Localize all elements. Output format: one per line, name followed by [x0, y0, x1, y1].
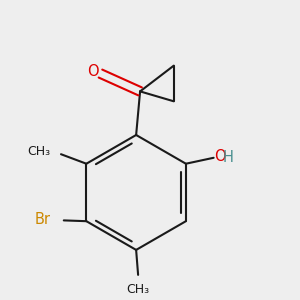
Text: CH₃: CH₃ — [127, 283, 150, 296]
Text: O: O — [88, 64, 99, 80]
Text: O: O — [214, 149, 226, 164]
Text: H: H — [222, 150, 233, 165]
Text: CH₃: CH₃ — [28, 145, 51, 158]
Text: Br: Br — [35, 212, 51, 227]
